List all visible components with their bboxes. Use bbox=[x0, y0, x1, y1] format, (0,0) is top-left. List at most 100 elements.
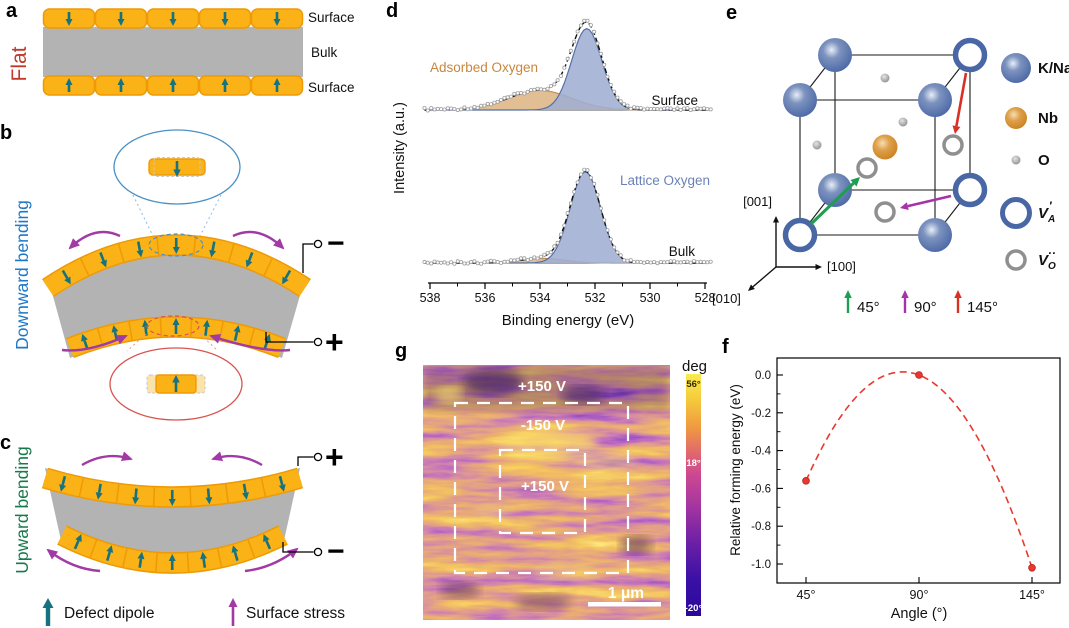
data-point bbox=[545, 86, 550, 91]
block-separator bbox=[225, 484, 229, 503]
data-point bbox=[672, 259, 677, 264]
data-point bbox=[698, 106, 703, 111]
data-point bbox=[495, 99, 500, 104]
data-point bbox=[429, 106, 434, 111]
panel-letter-b: b bbox=[0, 122, 13, 144]
data-point bbox=[678, 260, 683, 265]
y-axis-title: Relative forming energy (eV) bbox=[728, 384, 743, 556]
data-point bbox=[515, 91, 520, 96]
data-point bbox=[509, 94, 514, 99]
defect-dipole-arrow bbox=[59, 475, 67, 492]
surface-stress-legend-arrow bbox=[228, 598, 238, 626]
data-point bbox=[519, 256, 524, 261]
data-point bbox=[499, 98, 504, 103]
defect-dipole-arrow bbox=[233, 325, 241, 341]
tick-label: 530 bbox=[640, 291, 661, 305]
kna-atom bbox=[783, 83, 817, 117]
data-point bbox=[432, 107, 437, 112]
defect-dipole-arrow bbox=[173, 161, 181, 177]
axis-001-label: [001] bbox=[743, 194, 772, 209]
data-point bbox=[662, 260, 667, 265]
wire-bottom bbox=[265, 332, 314, 343]
data-point bbox=[455, 108, 460, 113]
surface-block-bands bbox=[42, 234, 311, 359]
data-point bbox=[615, 250, 620, 255]
x-axis-title: Angle (°) bbox=[891, 606, 948, 622]
data-point bbox=[475, 261, 480, 266]
block-separator bbox=[79, 258, 90, 276]
surface-stress-arrows bbox=[46, 451, 299, 573]
data-point bbox=[622, 102, 627, 107]
data-point bbox=[645, 259, 650, 264]
data-point bbox=[585, 18, 590, 23]
tick-label: 532 bbox=[585, 291, 606, 305]
data-point bbox=[459, 260, 464, 265]
electrode-terminals: − + bbox=[265, 227, 345, 360]
data-point bbox=[625, 103, 630, 108]
a-site-vacancy-legend-icon bbox=[1000, 197, 1032, 229]
axis-100-label: [100] bbox=[827, 259, 856, 274]
dipole-45-arrow bbox=[809, 177, 860, 226]
data-point bbox=[535, 86, 540, 91]
data-point bbox=[509, 258, 514, 263]
tick-label: 538 bbox=[420, 291, 441, 305]
a-site-vacancy-legend-label: VA′ bbox=[1038, 199, 1055, 225]
data-point bbox=[555, 240, 560, 245]
data-point bbox=[1028, 563, 1036, 572]
data-point bbox=[608, 82, 613, 87]
data-point bbox=[588, 175, 593, 180]
crystal-axes: [001] [100] [010] bbox=[712, 194, 856, 306]
data-point bbox=[425, 108, 430, 113]
terminal-node-top bbox=[313, 452, 323, 462]
dipole-90-arrow bbox=[900, 194, 952, 211]
downward-bending-rotated-label: Downward bending bbox=[12, 200, 32, 350]
surface-stress-legend-label: Surface stress bbox=[246, 605, 345, 622]
angle-90-label: 90° bbox=[914, 299, 937, 316]
data-point bbox=[435, 260, 440, 265]
data-point bbox=[608, 237, 613, 242]
data-point bbox=[442, 260, 447, 265]
data-point bbox=[445, 261, 450, 266]
kna-legend-icon bbox=[1001, 53, 1031, 83]
defect-dipole-arrow bbox=[209, 241, 217, 258]
data-point bbox=[422, 259, 427, 264]
data-point bbox=[482, 260, 487, 265]
data-point bbox=[528, 256, 533, 261]
data-point bbox=[532, 255, 537, 260]
data-point bbox=[685, 106, 690, 111]
terminal-node-top bbox=[313, 239, 323, 249]
data-point bbox=[422, 106, 427, 111]
block-separator bbox=[186, 552, 190, 572]
data-point bbox=[628, 258, 633, 263]
defect-dipole-arrow bbox=[169, 78, 177, 92]
dipole-145-arrow bbox=[952, 72, 968, 134]
stretched-unit-cell-inset bbox=[148, 157, 206, 177]
panel-letter-d: d bbox=[386, 0, 399, 22]
data-point bbox=[558, 232, 563, 237]
block-separator bbox=[128, 321, 133, 341]
data-point bbox=[538, 87, 543, 92]
block-separator bbox=[159, 318, 163, 337]
defect-dipole-legend-arrow bbox=[42, 598, 54, 626]
data-point bbox=[602, 218, 607, 223]
data-point bbox=[525, 89, 530, 94]
wire-bottom bbox=[282, 542, 314, 553]
data-point bbox=[439, 107, 444, 112]
block-separator bbox=[152, 487, 156, 507]
data-point bbox=[519, 90, 524, 95]
data-point bbox=[675, 106, 680, 111]
bulk-slab bbox=[43, 27, 303, 77]
block-separator bbox=[78, 477, 85, 497]
defect-dipole-arrow bbox=[172, 375, 180, 392]
oxygen-vacancy bbox=[874, 201, 896, 223]
block-separator bbox=[189, 318, 193, 337]
angle-45-arrow bbox=[844, 290, 852, 313]
data-point bbox=[628, 106, 633, 111]
angle-145-arrow bbox=[954, 290, 962, 313]
y-tick-label: -0.4 bbox=[751, 446, 771, 458]
data-point bbox=[512, 258, 517, 263]
data-point bbox=[425, 260, 430, 265]
surface-stress-arrows bbox=[61, 230, 291, 352]
axis-010-label: [010] bbox=[712, 291, 741, 306]
colorbar-title: deg bbox=[682, 358, 707, 375]
